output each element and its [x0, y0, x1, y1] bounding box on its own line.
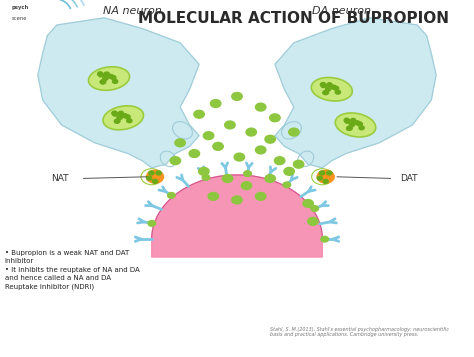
- Circle shape: [274, 157, 285, 165]
- Circle shape: [335, 90, 340, 94]
- Circle shape: [118, 111, 124, 115]
- Circle shape: [115, 119, 120, 123]
- Circle shape: [208, 192, 219, 200]
- Circle shape: [333, 86, 338, 90]
- Circle shape: [255, 103, 266, 111]
- Circle shape: [98, 73, 103, 77]
- Circle shape: [222, 175, 233, 182]
- Text: scene: scene: [12, 16, 27, 21]
- Circle shape: [241, 182, 252, 190]
- Circle shape: [189, 150, 200, 157]
- Circle shape: [112, 112, 118, 116]
- Circle shape: [359, 126, 364, 130]
- Circle shape: [100, 80, 106, 84]
- Circle shape: [321, 236, 328, 242]
- Circle shape: [351, 119, 356, 122]
- Circle shape: [347, 126, 352, 130]
- Circle shape: [283, 182, 291, 188]
- Circle shape: [156, 171, 161, 175]
- Circle shape: [345, 119, 350, 123]
- Circle shape: [317, 176, 322, 180]
- Circle shape: [148, 221, 155, 226]
- Circle shape: [194, 110, 204, 118]
- Circle shape: [323, 179, 328, 183]
- Circle shape: [344, 118, 349, 122]
- Circle shape: [327, 83, 332, 87]
- Text: Stahl, S. M.(2013). Stahl's essential psychopharmacology: neuroscientific
basis : Stahl, S. M.(2013). Stahl's essential ps…: [270, 327, 449, 337]
- Circle shape: [303, 200, 313, 207]
- Circle shape: [125, 115, 130, 119]
- Circle shape: [117, 116, 122, 120]
- Circle shape: [114, 119, 119, 123]
- Circle shape: [232, 92, 242, 100]
- Circle shape: [284, 167, 294, 175]
- Circle shape: [255, 192, 266, 200]
- Circle shape: [100, 80, 105, 84]
- Text: • Bupropion is a weak NAT and DAT
inhibitor
• It inhibits the reuptake of NA and: • Bupropion is a weak NAT and DAT inhibi…: [5, 250, 139, 290]
- Ellipse shape: [311, 77, 352, 101]
- Circle shape: [112, 111, 117, 115]
- Circle shape: [246, 128, 256, 136]
- Circle shape: [112, 80, 118, 84]
- Circle shape: [127, 119, 132, 123]
- Circle shape: [327, 171, 332, 175]
- Text: NAT: NAT: [51, 174, 69, 183]
- Circle shape: [326, 87, 331, 91]
- Circle shape: [244, 171, 251, 176]
- Circle shape: [199, 167, 209, 175]
- Circle shape: [234, 153, 245, 161]
- Ellipse shape: [103, 106, 144, 130]
- Circle shape: [319, 171, 325, 175]
- Circle shape: [349, 123, 355, 127]
- Text: DAT: DAT: [401, 174, 418, 183]
- Circle shape: [355, 121, 360, 125]
- Circle shape: [232, 196, 242, 204]
- Circle shape: [317, 170, 334, 183]
- Circle shape: [98, 72, 103, 76]
- Text: DA neuron: DA neuron: [312, 6, 371, 16]
- Polygon shape: [152, 175, 322, 257]
- Circle shape: [293, 160, 304, 168]
- Circle shape: [202, 175, 210, 180]
- Text: MOLECULAR ACTION OF BUPROPION: MOLECULAR ACTION OF BUPROPION: [138, 11, 449, 26]
- Ellipse shape: [335, 113, 376, 137]
- Ellipse shape: [89, 67, 129, 90]
- Circle shape: [308, 217, 318, 225]
- Circle shape: [210, 100, 221, 107]
- Circle shape: [170, 157, 181, 165]
- Circle shape: [225, 121, 235, 129]
- Circle shape: [265, 175, 275, 182]
- Circle shape: [149, 171, 154, 175]
- Circle shape: [108, 75, 113, 79]
- Polygon shape: [275, 18, 436, 168]
- Circle shape: [321, 84, 326, 87]
- Circle shape: [320, 82, 326, 86]
- Circle shape: [122, 114, 128, 118]
- Circle shape: [289, 128, 299, 136]
- Circle shape: [270, 114, 280, 122]
- Text: NA neuron: NA neuron: [103, 6, 162, 16]
- Circle shape: [213, 142, 223, 150]
- Circle shape: [104, 72, 109, 76]
- Circle shape: [175, 139, 185, 147]
- Circle shape: [153, 179, 157, 183]
- Circle shape: [146, 170, 164, 183]
- Circle shape: [103, 76, 108, 80]
- Polygon shape: [38, 18, 199, 168]
- Circle shape: [357, 122, 362, 126]
- Circle shape: [110, 76, 116, 80]
- Text: psych: psych: [12, 5, 29, 10]
- Circle shape: [168, 192, 175, 198]
- Circle shape: [323, 91, 328, 95]
- Circle shape: [203, 132, 214, 140]
- Circle shape: [265, 135, 275, 143]
- Circle shape: [255, 146, 266, 154]
- Circle shape: [346, 126, 352, 130]
- Circle shape: [331, 85, 336, 89]
- Circle shape: [146, 176, 152, 180]
- Circle shape: [323, 90, 328, 94]
- Circle shape: [311, 206, 319, 211]
